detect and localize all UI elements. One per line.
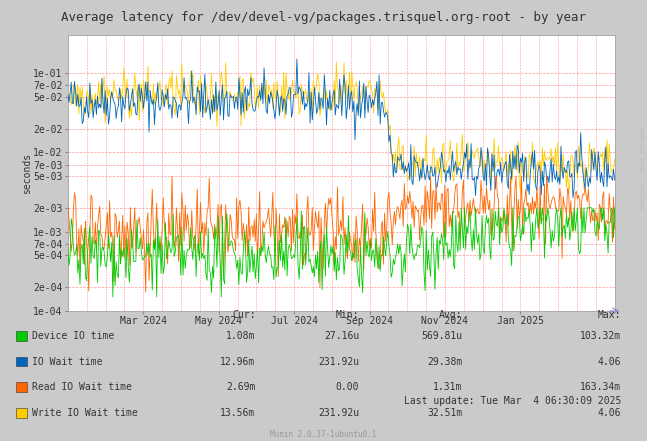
Text: 4.06: 4.06 <box>598 357 621 366</box>
Text: Average latency for /dev/devel-vg/packages.trisquel.org-root - by year: Average latency for /dev/devel-vg/packag… <box>61 11 586 24</box>
Text: Max:: Max: <box>598 310 621 321</box>
Text: 231.92u: 231.92u <box>318 408 359 418</box>
Text: 12.96m: 12.96m <box>221 357 256 366</box>
Text: Write IO Wait time: Write IO Wait time <box>32 408 137 418</box>
Text: 13.56m: 13.56m <box>221 408 256 418</box>
Text: 569.81u: 569.81u <box>421 331 463 341</box>
Text: Device IO time: Device IO time <box>32 331 114 341</box>
Text: 29.38m: 29.38m <box>428 357 463 366</box>
Text: 0.00: 0.00 <box>336 382 359 392</box>
Text: 32.51m: 32.51m <box>428 408 463 418</box>
Text: 1.08m: 1.08m <box>226 331 256 341</box>
Text: 103.32m: 103.32m <box>580 331 621 341</box>
Text: 27.16u: 27.16u <box>324 331 359 341</box>
Text: Read IO Wait time: Read IO Wait time <box>32 382 131 392</box>
Text: Cur:: Cur: <box>232 310 256 321</box>
Text: 1.31m: 1.31m <box>433 382 463 392</box>
Text: IO Wait time: IO Wait time <box>32 357 102 366</box>
Text: Min:: Min: <box>336 310 359 321</box>
Text: Munin 2.0.37-1ubuntu0.1: Munin 2.0.37-1ubuntu0.1 <box>270 430 377 439</box>
Text: 163.34m: 163.34m <box>580 382 621 392</box>
Text: Last update: Tue Mar  4 06:30:09 2025: Last update: Tue Mar 4 06:30:09 2025 <box>404 396 621 406</box>
Text: 231.92u: 231.92u <box>318 357 359 366</box>
Text: Avg:: Avg: <box>439 310 463 321</box>
Y-axis label: seconds: seconds <box>21 153 32 194</box>
Text: RRDTOOL / TDB: DETIKER: RRDTOOL / TDB: DETIKER <box>641 126 646 209</box>
Text: 4.06: 4.06 <box>598 408 621 418</box>
Text: 2.69m: 2.69m <box>226 382 256 392</box>
